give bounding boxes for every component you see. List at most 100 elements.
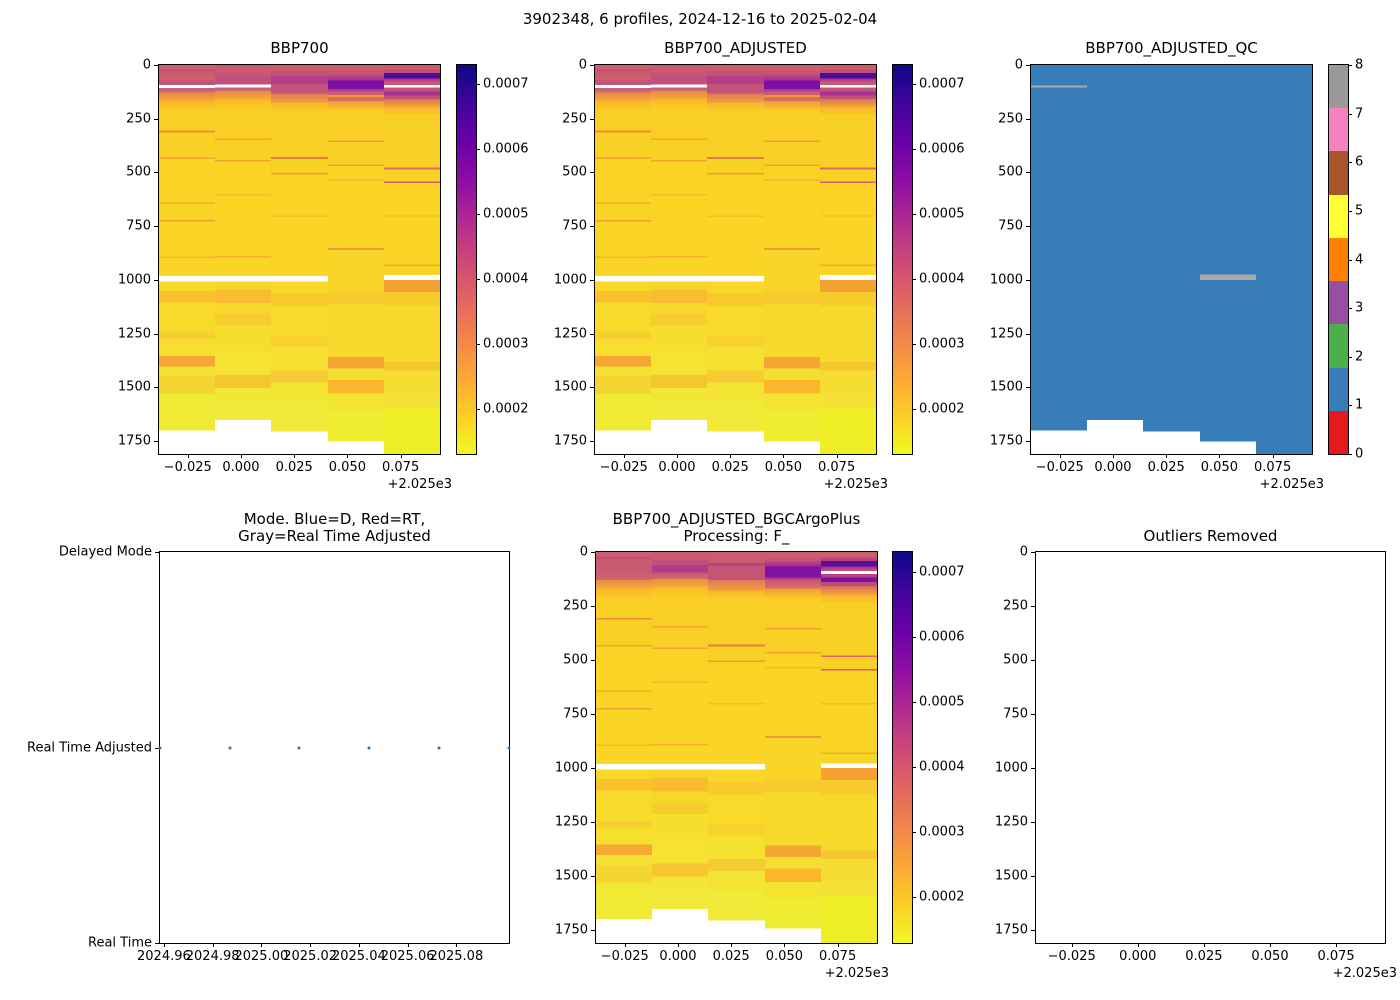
x-tick-mark <box>187 454 189 458</box>
colorbar-tick-mark <box>1348 162 1352 164</box>
x-tick-mark <box>1137 943 1139 947</box>
colorbar-gradient <box>893 65 912 454</box>
x-tick-label: 0.025 <box>1147 460 1185 475</box>
colorbar-tick-mark <box>912 214 916 216</box>
colorbar-cell <box>1329 324 1348 368</box>
y-tick-mark <box>154 279 158 281</box>
heatmap-bbp700: −0.025 0.000 0.025 0.050 0.075 +2.025e3 0 250 50… <box>118 58 452 493</box>
y-tick-label: 250 <box>562 111 587 127</box>
colorbar-tick-label: 0.0003 <box>919 336 965 352</box>
colorbar-tick-label: 0.0006 <box>483 141 529 157</box>
x-tick-label: 0.075 <box>818 460 856 475</box>
heatmap-column <box>764 552 821 943</box>
subplot-title-mode: Mode. Blue=D, Red=RT, Gray=Real Time Adj… <box>238 510 431 545</box>
colorbar-tick-label: 0.0005 <box>919 206 965 222</box>
colorbar-tick-label: 1 <box>1355 397 1364 413</box>
y-tick-mark <box>154 118 158 120</box>
x-tick-label: 0.025 <box>711 460 749 475</box>
y-tick-mark <box>590 65 594 66</box>
y-tick-mark <box>1031 822 1035 824</box>
mode-scatter-plot: 2024.96 2024.98 2025.00 2025.02 2025.04 2025.… <box>27 545 510 964</box>
x-tick-mark <box>163 943 165 947</box>
y-tick-mark <box>154 333 158 335</box>
heatmap-column <box>820 552 877 943</box>
colorbar-cell <box>1329 108 1348 152</box>
y-tick-label: 750 <box>1003 706 1028 722</box>
subplot-title-outliers: Outliers Removed <box>1143 527 1278 545</box>
x-tick-label: 0.025 <box>1185 949 1223 964</box>
heatmap-bbp700-adjusted: −0.025 0.000 0.025 0.050 0.075 +2.025e3 0 250 50… <box>554 58 888 493</box>
colorbar-tick-label: 6 <box>1355 154 1364 170</box>
y-tick-mark <box>591 606 595 607</box>
colorbar-tick-mark <box>1348 356 1352 358</box>
y-tick-mark <box>1026 172 1030 174</box>
subplot-title-bgc: BBP700_ADJUSTED_BGCArgoPlus Processing: … <box>612 510 861 545</box>
colorbar-tick-mark <box>1348 210 1352 212</box>
heatmap-column <box>595 65 652 454</box>
colorbar-tick-mark <box>912 832 916 834</box>
x-tick-mark <box>623 454 625 458</box>
x-tick-label: 0.025 <box>712 949 750 964</box>
x-tick-label: 0.000 <box>1119 949 1157 964</box>
y-tick-label: 1500 <box>994 868 1028 884</box>
colorbar-tick-label: 0.0003 <box>919 824 965 840</box>
x-tick-label: 0.050 <box>1200 460 1238 475</box>
x-tick-mark <box>624 943 626 947</box>
x-tick-mark <box>240 454 242 458</box>
y-tick-label: 1250 <box>989 326 1023 342</box>
heatmap-qc: −0.025 0.000 0.025 0.050 0.075 +2.025e3 0 250 50… <box>990 58 1324 493</box>
y-tick-label: 1500 <box>553 379 587 395</box>
colorbar-tick-label: 0.0003 <box>483 336 529 352</box>
x-tick-mark <box>1059 454 1061 458</box>
x-tick-label: −0.025 <box>163 460 212 475</box>
x-tick-mark <box>677 943 679 947</box>
x-tick-label: 2024.98 <box>185 949 240 964</box>
y-tick-mark <box>590 279 594 281</box>
heatmap-column <box>215 65 272 454</box>
colorbar-tick-label: 0.0002 <box>919 401 965 417</box>
colorbar-tick-label: 0.0004 <box>919 271 965 287</box>
y-tick-mark <box>155 747 159 749</box>
x-tick-label: 0.075 <box>1254 460 1292 475</box>
figure-title: 3902348, 6 profiles, 2024-12-16 to 2025-… <box>522 10 878 28</box>
x-tick-mark <box>1219 454 1221 458</box>
heatmap-area <box>1031 65 1312 454</box>
x-tick-label: 0.075 <box>819 949 857 964</box>
x-tick-label: 0.000 <box>1094 460 1132 475</box>
y-tick-label: 1000 <box>989 272 1023 288</box>
x-tick-label: 0.000 <box>222 460 260 475</box>
subplot-title-qc: BBP700_ADJUSTED_QC <box>1085 39 1258 57</box>
colorbar-cell <box>1329 151 1348 195</box>
y-tick-label: Delayed Mode <box>58 544 152 560</box>
y-tick-mark <box>154 65 158 66</box>
heatmap-column <box>652 552 709 943</box>
y-tick-mark <box>1031 660 1035 661</box>
scatter-point <box>367 746 371 749</box>
y-tick-label: 750 <box>126 218 151 234</box>
y-tick-label: 250 <box>998 111 1023 127</box>
y-tick-mark <box>155 552 159 553</box>
y-tick-label: 1250 <box>554 814 588 830</box>
heatmap-column <box>1143 65 1200 454</box>
y-tick-mark <box>591 768 595 770</box>
colorbar-tick-label: 0.0002 <box>919 889 965 905</box>
x-tick-mark <box>837 943 839 947</box>
colorbar-gradient <box>457 65 476 454</box>
colorbar-tick-label: 0 <box>1355 446 1364 462</box>
x-tick-label: 2024.96 <box>137 949 191 964</box>
x-tick-label: 0.050 <box>765 949 803 964</box>
colorbar-tick-label: 3 <box>1355 300 1364 316</box>
y-tick-label: 500 <box>126 164 151 180</box>
y-tick-mark <box>1031 768 1035 770</box>
heatmap-column <box>1255 65 1312 454</box>
x-tick-mark <box>407 943 409 947</box>
x-tick-label: −0.025 <box>600 949 649 964</box>
y-tick-mark <box>590 172 594 174</box>
x-tick-label: 0.000 <box>658 460 696 475</box>
y-tick-label: 1000 <box>553 272 587 288</box>
y-tick-label: 1500 <box>989 379 1023 395</box>
y-tick-label: 1000 <box>994 760 1028 776</box>
y-tick-mark <box>1026 279 1030 281</box>
y-tick-label: Real Time <box>88 935 152 951</box>
colorbar-tick-mark <box>476 84 480 86</box>
